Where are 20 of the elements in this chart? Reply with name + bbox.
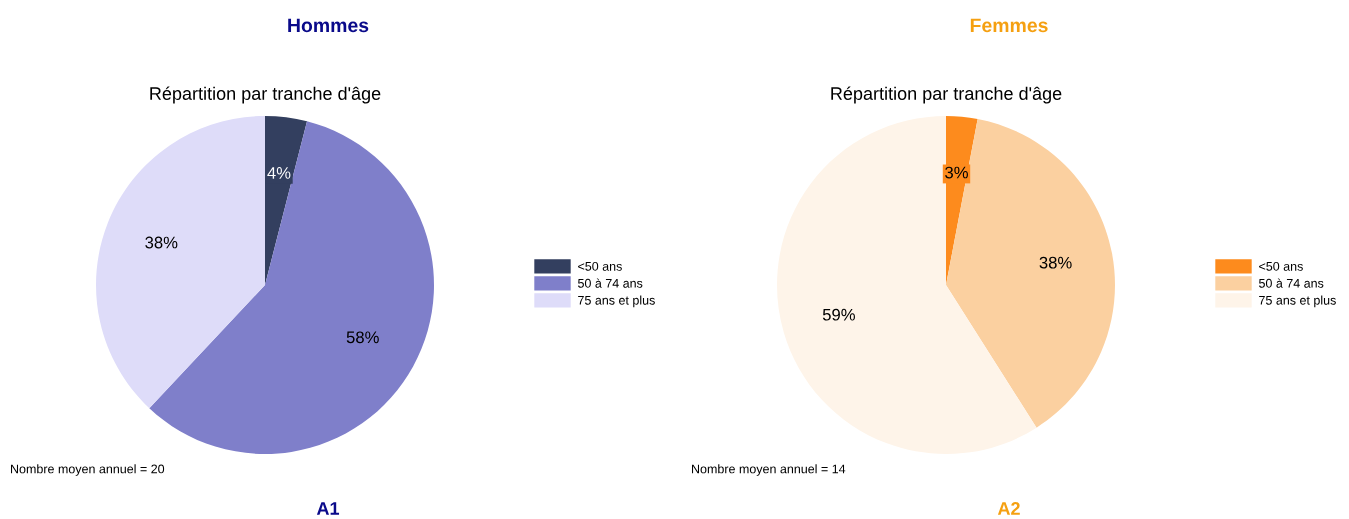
legend-label: 75 ans et plus (1259, 295, 1336, 308)
data-label: 38% (1039, 256, 1072, 269)
data-label: 59% (822, 308, 855, 321)
data-label: 58% (346, 331, 379, 344)
data-label: 38% (145, 236, 178, 249)
legend-label: <50 ans (1259, 261, 1303, 271)
legend-label: 50 à 74 ans (578, 278, 643, 288)
text: Nombre moyen annuel = 14 (692, 464, 846, 476)
chart-title: Femmes (970, 18, 1048, 33)
data-label: 4% (267, 167, 291, 179)
legend-label: <50 ans (578, 261, 622, 271)
legend-label: 75 ans et plus (578, 295, 655, 308)
text: A1 (316, 502, 340, 515)
data-label: 3% (945, 166, 968, 179)
legend-label: 50 à 74 ans (1259, 278, 1324, 288)
chart-title: Hommes (288, 18, 369, 33)
chart-subtitle: Répartition par tranche d'âge (150, 86, 381, 104)
chart-subtitle: Répartition par tranche d'âge (831, 86, 1062, 104)
text: A2 (997, 502, 1020, 515)
text: Nombre moyen annuel = 20 (11, 464, 165, 476)
